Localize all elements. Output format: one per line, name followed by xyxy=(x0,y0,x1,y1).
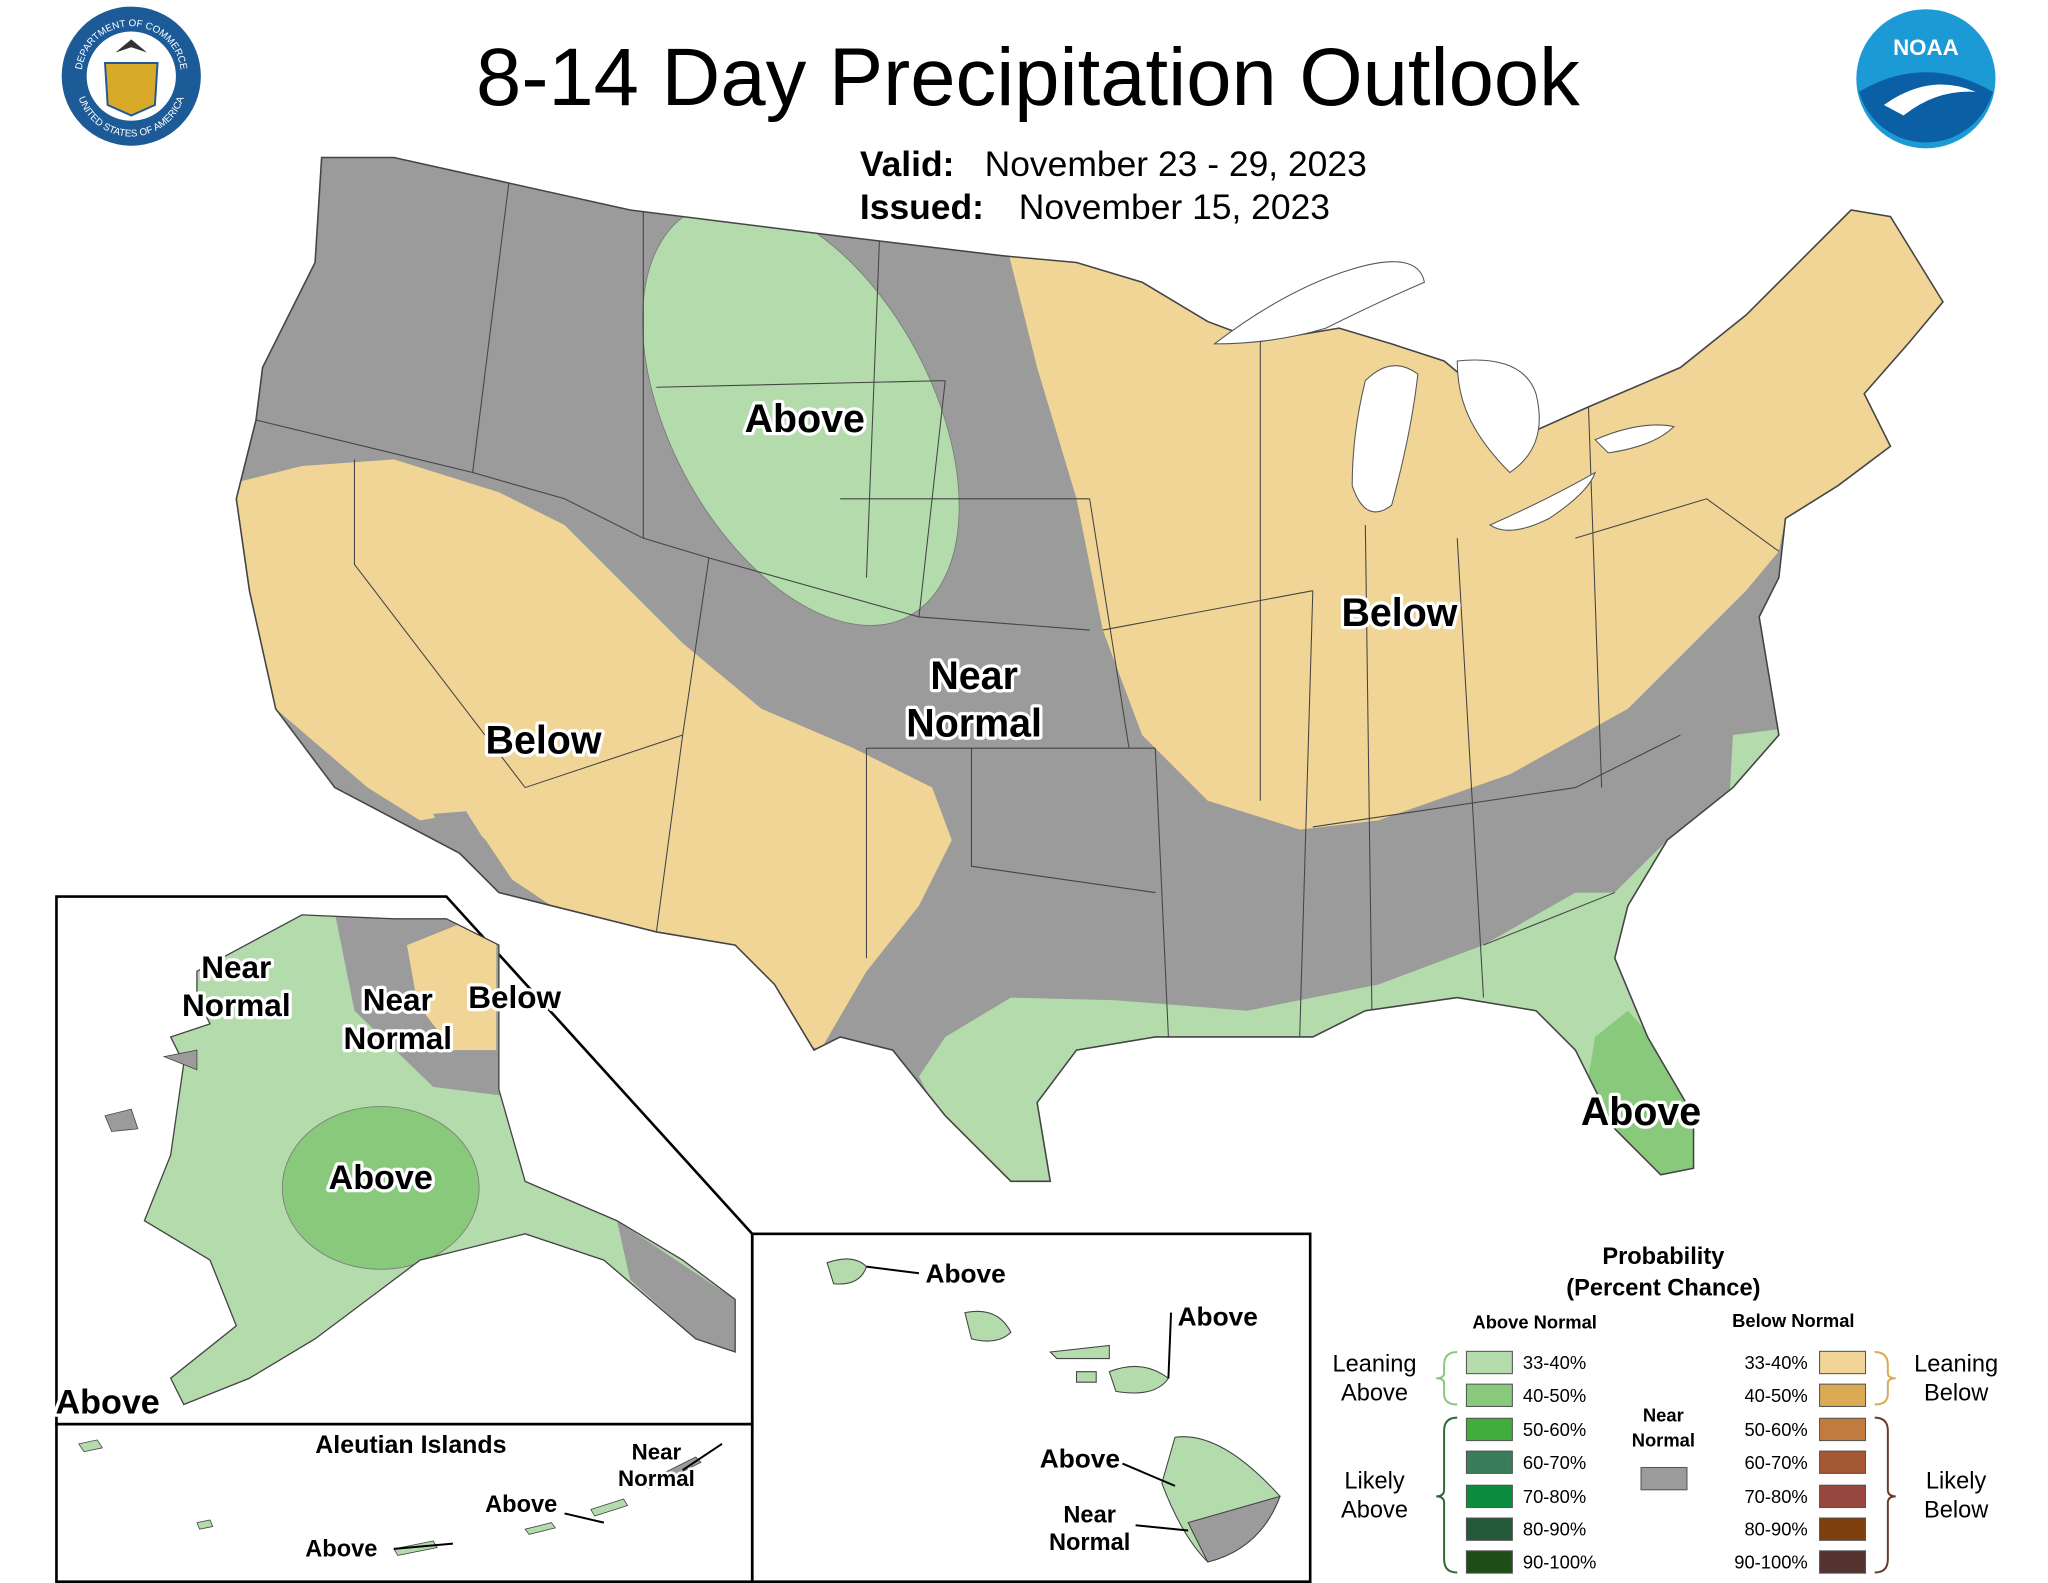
hawaii-frame xyxy=(750,1232,1312,1583)
legend-group-label: Likely Above xyxy=(1341,1468,1408,1523)
alaska-panhandle-gray xyxy=(617,1220,736,1352)
legend-heading: Above Normal xyxy=(1472,1311,1596,1332)
hawaii-islands xyxy=(826,1258,1281,1563)
lake-erie xyxy=(1488,471,1597,531)
lake-huron xyxy=(1456,359,1540,474)
conus-label: Above xyxy=(1581,1090,1701,1134)
valid-dates: November 23 - 29, 2023 xyxy=(985,144,1367,184)
legend-item-label: 40-50% xyxy=(1523,1385,1586,1406)
legend-swatch xyxy=(1819,1383,1867,1407)
lake-ontario xyxy=(1594,424,1675,454)
legend-item-label: 33-40% xyxy=(1744,1352,1807,1373)
legend-swatch xyxy=(1465,1383,1513,1407)
oahu xyxy=(964,1310,1012,1342)
aleutian-label: Near Normal xyxy=(618,1440,695,1491)
alaska-label: Above xyxy=(55,1384,159,1422)
lake-superior xyxy=(1212,261,1426,345)
big-island-near-normal xyxy=(1187,1495,1281,1563)
alaska-label: Above xyxy=(329,1159,433,1197)
conus-label: Below xyxy=(486,718,602,762)
legend-item-label: 90-100% xyxy=(1734,1552,1808,1573)
legend-item-label: 60-70% xyxy=(1744,1452,1807,1473)
conus-label: Near Normal xyxy=(906,654,1042,745)
legend-group-label: Leaning Below xyxy=(1914,1352,1998,1407)
conus-label: Below xyxy=(1341,591,1457,635)
hawaii-label: Above xyxy=(1040,1443,1120,1473)
legend-swatch xyxy=(1819,1484,1867,1509)
legend-item-label: 80-90% xyxy=(1523,1519,1586,1540)
legend-braces xyxy=(1436,1350,1896,1574)
alaska-label: Near Normal xyxy=(182,949,291,1023)
hawaii-label: Near Normal xyxy=(1049,1503,1130,1557)
kauai xyxy=(826,1258,868,1285)
legend-item-label: 50-60% xyxy=(1523,1419,1586,1440)
aleutian-title: Aleutian Islands xyxy=(315,1431,506,1459)
legend-swatch xyxy=(1819,1550,1867,1574)
aleutian-label: Above xyxy=(485,1492,557,1518)
legend-near-normal-label: Near Normal xyxy=(1632,1405,1695,1451)
legend-swatch xyxy=(1465,1350,1513,1375)
noaa-text: NOAA xyxy=(1893,35,1959,60)
aleutian-islands xyxy=(78,1439,702,1556)
noaa-logo: NOAA xyxy=(1856,9,1996,149)
legend-item-label: 70-80% xyxy=(1523,1486,1586,1507)
legend-swatch xyxy=(1819,1350,1867,1375)
legend: Probability (Percent Chance) Above Normal… xyxy=(1333,1244,1998,1574)
legend-swatch xyxy=(1819,1417,1867,1442)
legend-swatch xyxy=(1465,1450,1513,1474)
alaska-label: Below xyxy=(468,979,561,1015)
aleutian-label: Above xyxy=(305,1537,377,1563)
legend-swatch xyxy=(1465,1484,1513,1509)
legend-swatch xyxy=(1465,1417,1513,1442)
issued-label: Issued: xyxy=(860,187,984,227)
lake-michigan xyxy=(1351,365,1419,513)
hawaii-inset: Above Above Above Near Normal xyxy=(750,1232,1312,1583)
alaska-label: Near Normal xyxy=(344,982,453,1056)
legend-item-label: 60-70% xyxy=(1523,1452,1586,1473)
alaska-islands xyxy=(104,1049,198,1132)
legend-heading: Below Normal xyxy=(1732,1310,1854,1331)
alaska-below-area xyxy=(406,918,497,1051)
hawaii-label: Above xyxy=(1178,1302,1258,1332)
issued-date: November 15, 2023 xyxy=(1019,187,1330,227)
title: 8-14 Day Precipitation Outlook xyxy=(476,32,1580,123)
legend-swatch xyxy=(1465,1517,1513,1541)
below-area-west xyxy=(236,459,952,1051)
seal-eagle xyxy=(115,39,148,53)
conus-label: Above xyxy=(745,397,865,441)
legend-swatch xyxy=(1819,1517,1867,1541)
great-lakes xyxy=(1212,261,1675,531)
hawaii-leaders xyxy=(866,1265,1189,1532)
legend-item-label: 90-100% xyxy=(1523,1552,1597,1573)
legend-group-label: Leaning Above xyxy=(1333,1352,1417,1407)
valid-label: Valid: xyxy=(860,144,955,184)
below-area-east xyxy=(1004,183,1943,830)
legend-swatch xyxy=(1465,1550,1513,1574)
legend-item-label: 70-80% xyxy=(1744,1486,1807,1507)
legend-item-label: 50-60% xyxy=(1744,1419,1807,1440)
seal-shield xyxy=(103,62,159,117)
aleutian-leaders xyxy=(393,1443,723,1550)
hawaii-label: Above xyxy=(926,1258,1006,1288)
molokai-lanai xyxy=(1049,1344,1110,1383)
legend-title: Probability (Percent Chance) xyxy=(1566,1244,1760,1302)
noaa-bird xyxy=(1883,84,1976,116)
state-borders xyxy=(255,157,1780,1037)
legend-group-label: Likely Below xyxy=(1924,1468,1989,1523)
above-area-florida xyxy=(1588,1010,1701,1182)
legend-item-label: 40-50% xyxy=(1744,1385,1807,1406)
legend-swatch xyxy=(1819,1450,1867,1474)
legend-item-label: 33-40% xyxy=(1523,1352,1586,1373)
legend-swatch xyxy=(1640,1466,1688,1491)
alaska-above-core xyxy=(281,1106,480,1270)
doc-seal: DEPARTMENT OF COMMERCE UNITED STATES OF … xyxy=(61,6,201,146)
legend-item-label: 80-90% xyxy=(1744,1519,1807,1540)
